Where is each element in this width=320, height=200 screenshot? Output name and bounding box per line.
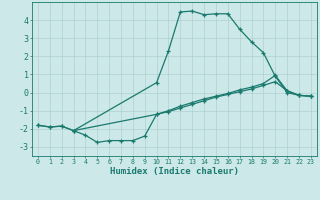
X-axis label: Humidex (Indice chaleur): Humidex (Indice chaleur) xyxy=(110,167,239,176)
